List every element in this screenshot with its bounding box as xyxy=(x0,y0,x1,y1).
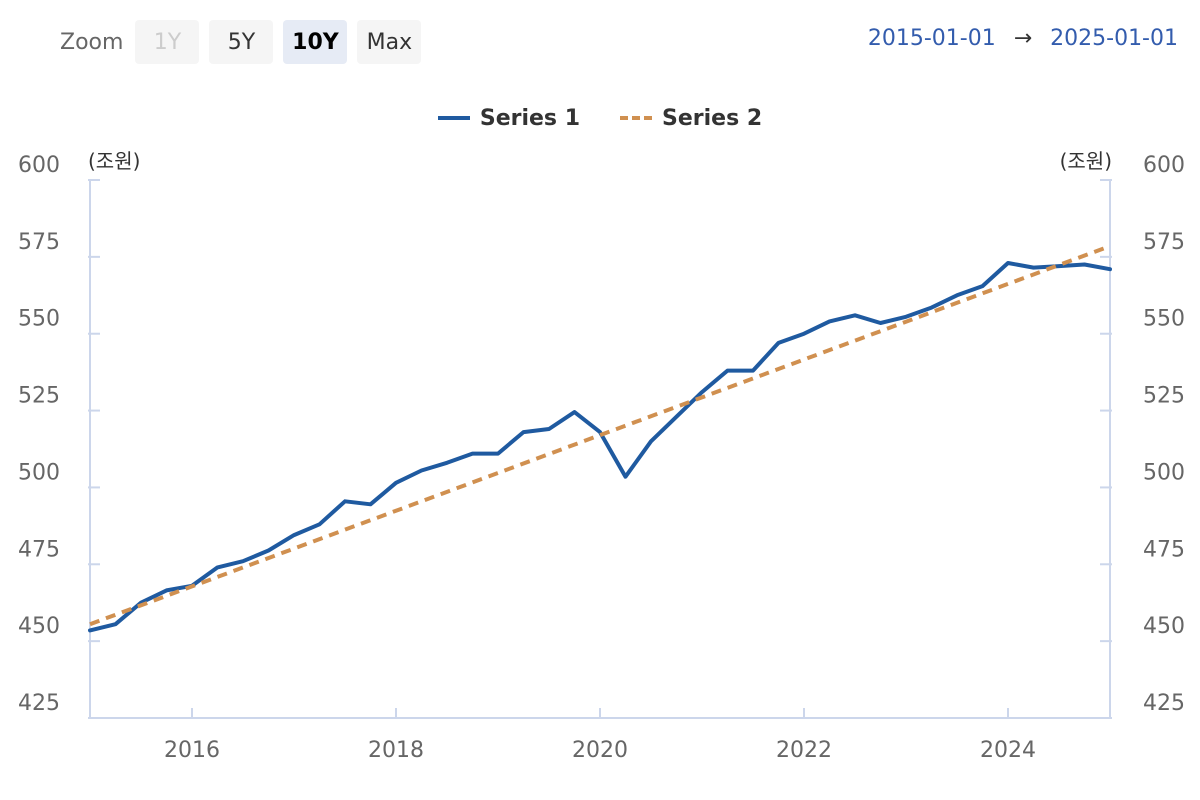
x-tick-label: 2018 xyxy=(368,738,424,763)
range-to-input[interactable]: 2025-01-01 xyxy=(1050,26,1178,51)
y-tick-label-right: 475 xyxy=(1143,537,1185,562)
x-tick-label: 2022 xyxy=(776,738,832,763)
y-tick-label-left: 525 xyxy=(18,384,60,409)
zoom-1y-button[interactable]: 1Y xyxy=(135,20,200,64)
legend-solid-line-icon xyxy=(437,116,470,120)
legend-item-series-2[interactable]: Series 2 xyxy=(620,106,762,131)
y-tick-label-left: 600 xyxy=(18,153,60,178)
legend-label-series-2: Series 2 xyxy=(662,105,763,131)
series-layer xyxy=(88,244,1112,633)
y-tick-label-right: 500 xyxy=(1143,460,1185,485)
y-tick-label-right: 425 xyxy=(1143,691,1185,716)
axes: 425 425 450 450 475 475 500 500 525 525 550 550 575 5… xyxy=(18,153,1185,763)
y-tick-label-right: 600 xyxy=(1143,153,1185,178)
y-tick-label-left: 550 xyxy=(18,307,60,332)
legend-dashed-line-icon xyxy=(620,116,652,120)
legend-label-series-1: Series 1 xyxy=(479,105,580,131)
y-tick-label-left: 575 xyxy=(18,230,60,255)
y-tick-label-left: 475 xyxy=(18,537,60,562)
zoom-max-button[interactable]: Max xyxy=(357,20,422,64)
range-arrow-icon: → xyxy=(1013,26,1033,51)
y-tick-label-left: 425 xyxy=(18,691,60,716)
y-tick-label-left: 450 xyxy=(18,614,60,639)
y-tick-label-right: 525 xyxy=(1143,384,1185,409)
y-tick-label-right: 450 xyxy=(1143,614,1185,639)
series-line-2[interactable] xyxy=(89,244,1111,627)
legend: Series 1 Series 2 xyxy=(0,100,1200,136)
date-range: 2015-01-01 → 2025-01-01 xyxy=(868,26,1178,51)
zoom-5y-button[interactable]: 5Y xyxy=(209,20,274,64)
y-left-unit: (조원) xyxy=(88,149,140,173)
legend-item-series-1[interactable]: Series 1 xyxy=(437,105,580,131)
y-tick-label-right: 550 xyxy=(1143,307,1185,332)
series-line-1[interactable] xyxy=(88,261,1112,633)
zoom-bar: Zoom 1Y 5Y 10Y Max xyxy=(60,20,422,64)
x-tick-label: 2016 xyxy=(164,738,220,763)
zoom-10y-button[interactable]: 10Y xyxy=(283,20,348,64)
x-tick-label: 2020 xyxy=(572,738,628,763)
y-tick-label-left: 500 xyxy=(18,460,60,485)
y-tick-label-right: 575 xyxy=(1143,230,1185,255)
range-from-input[interactable]: 2015-01-01 xyxy=(867,26,996,51)
x-tick-label: 2024 xyxy=(980,738,1036,763)
zoom-label: Zoom xyxy=(60,29,124,55)
y-right-unit: (조원) xyxy=(1060,149,1112,173)
